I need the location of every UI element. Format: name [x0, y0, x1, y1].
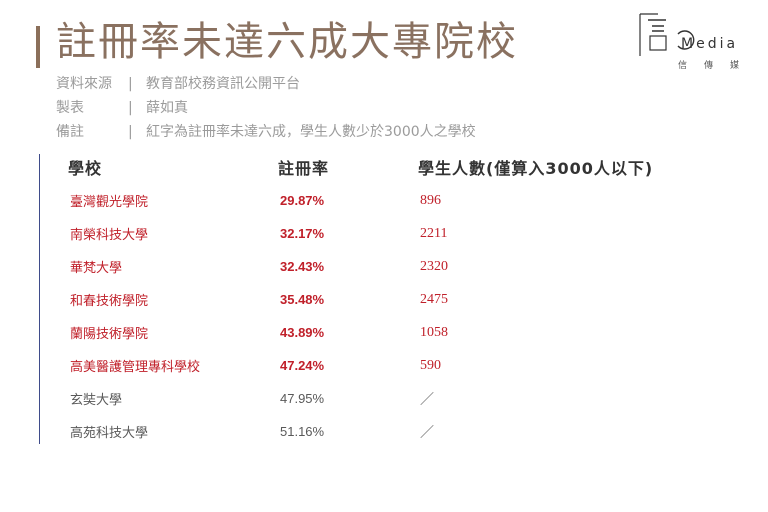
student-count: 2475: [420, 291, 448, 307]
student-count: 896: [420, 192, 441, 208]
meta-note: 備註 | 紅字為註冊率未達六成，學生人數少於3000人之學校: [56, 122, 476, 142]
table-row: 和春技術學院 35.48% 2475: [58, 283, 710, 316]
registration-rate: 29.87%: [280, 193, 325, 208]
page-title: 註冊率未達六成大專院校: [56, 19, 518, 65]
school-name: 高美醫護管理專科學校: [70, 360, 201, 375]
meta-author: 製表 | 薛如真: [56, 98, 188, 118]
meta-separator: |: [128, 76, 133, 92]
student-count: ／: [420, 392, 434, 408]
registration-rate: 43.89%: [280, 325, 325, 340]
title-accent-bar: [36, 26, 40, 68]
meta-source-key: 資料來源: [56, 76, 112, 92]
meta-separator: |: [128, 100, 133, 116]
student-count: 590: [420, 357, 441, 373]
school-name: 南榮科技大學: [70, 228, 149, 243]
registration-rate: 51.16%: [280, 424, 325, 439]
header-students: 學生人數(僅算入3000人以下): [418, 159, 654, 178]
table-header-row: 學校 註冊率 學生人數(僅算入3000人以下): [58, 150, 710, 184]
registration-table: 學校 註冊率 學生人數(僅算入3000人以下) 臺灣觀光學院 29.87% 89…: [58, 150, 710, 448]
registration-rate: 47.95%: [280, 391, 325, 406]
table-row: 玄奘大學 47.95% ／: [58, 382, 710, 415]
registration-rate: 35.48%: [280, 292, 325, 307]
meta-author-key: 製表: [56, 100, 84, 116]
table-row: 華梵大學 32.43% 2320: [58, 250, 710, 283]
table-accent-line: [39, 154, 40, 444]
registration-rate: 47.24%: [280, 358, 325, 373]
student-count: 1058: [420, 324, 448, 340]
student-count: 2320: [420, 258, 448, 274]
meta-note-value: 紅字為註冊率未達六成，學生人數少於3000人之學校: [146, 124, 476, 140]
school-name: 華梵大學: [70, 261, 123, 276]
school-name: 玄奘大學: [70, 393, 123, 408]
header-school: 學校: [68, 159, 103, 178]
media-logo-icon: Media: [639, 13, 738, 56]
meta-source-value: 教育部校務資訊公開平台: [146, 76, 300, 92]
student-count: 2211: [420, 225, 448, 241]
meta-source: 資料來源 | 教育部校務資訊公開平台: [56, 74, 300, 94]
meta-note-key: 備註: [56, 124, 84, 140]
school-name: 蘭陽技術學院: [70, 327, 149, 342]
registration-rate: 32.43%: [280, 259, 325, 274]
media-logo-subtitle: 信傳媒: [678, 61, 757, 71]
table-row: 南榮科技大學 32.17% 2211: [58, 217, 710, 250]
table-row: 臺灣觀光學院 29.87% 896: [58, 184, 710, 217]
svg-text:Media: Media: [681, 36, 738, 52]
table-row: 高美醫護管理專科學校 47.24% 590: [58, 349, 710, 382]
header-rate: 註冊率: [278, 159, 330, 178]
meta-separator: |: [128, 124, 133, 140]
student-count: ／: [420, 425, 434, 441]
media-logo: Media: [634, 10, 754, 72]
meta-author-value: 薛如真: [146, 100, 188, 116]
school-name: 臺灣觀光學院: [70, 195, 149, 210]
table-row: 高苑科技大學 51.16% ／: [58, 415, 710, 448]
school-name: 和春技術學院: [70, 294, 149, 309]
registration-rate: 32.17%: [280, 226, 325, 241]
table-row: 蘭陽技術學院 43.89% 1058: [58, 316, 710, 349]
school-name: 高苑科技大學: [70, 426, 149, 441]
